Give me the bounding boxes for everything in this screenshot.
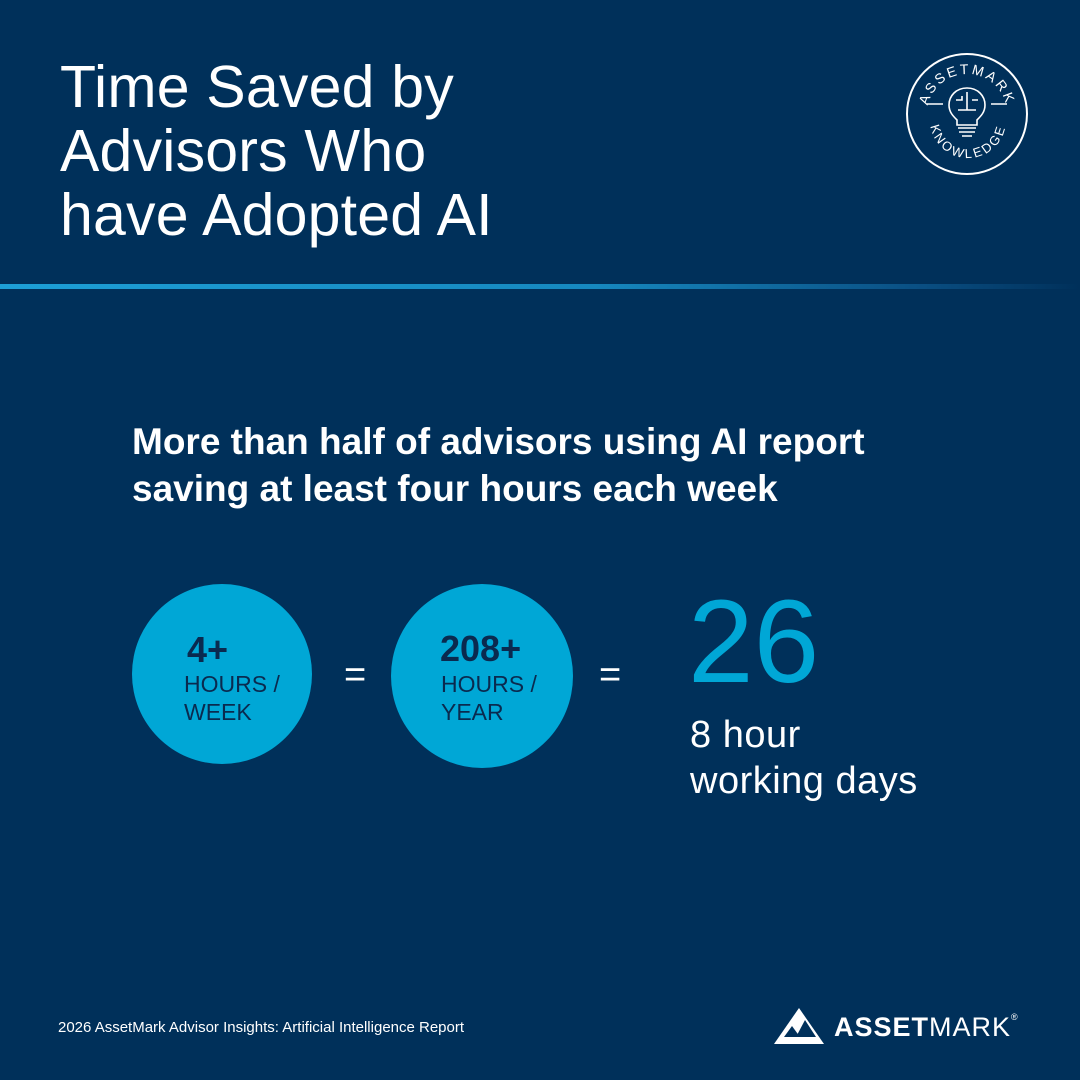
weekly-hours-unit-line-2: WEEK <box>184 699 252 725</box>
assetmark-mountain-icon <box>774 1008 824 1044</box>
assetmark-wordmark: ASSETMARK® <box>834 1012 1019 1043</box>
headline-line-2: saving at least four hours each week <box>132 468 778 509</box>
page-title: Time Saved by Advisors Who have Adopted … <box>60 55 493 247</box>
yearly-hours-unit-line-1: HOURS / <box>441 671 537 697</box>
logo-text-light: MARK <box>929 1012 1012 1042</box>
headline-line-1: More than half of advisors using AI repo… <box>132 421 865 462</box>
lightbulb-icon <box>948 87 986 137</box>
equals-sign: = <box>344 654 367 696</box>
source-footnote: 2026 AssetMark Advisor Insights: Artific… <box>58 1019 465 1036</box>
working-days-line-1: 8 hour <box>690 714 801 756</box>
registered-mark: ® <box>1011 1012 1019 1022</box>
yearly-hours-circle: 208+ HOURS / YEAR <box>391 584 573 768</box>
assetmark-logo: ASSETMARK® <box>772 1006 1032 1046</box>
logo-text-bold: ASSET <box>834 1012 930 1042</box>
headline-statement: More than half of advisors using AI repo… <box>132 418 1012 512</box>
title-line-3: have Adopted AI <box>60 182 493 248</box>
title-line-1: Time Saved by <box>60 54 454 120</box>
weekly-hours-unit-line-1: HOURS / <box>184 671 280 697</box>
working-days-value: 26 <box>688 576 820 708</box>
equals-sign: = <box>599 654 622 696</box>
working-days-label: 8 hour working days <box>690 712 918 804</box>
yearly-hours-unit-line-2: YEAR <box>441 699 504 725</box>
section-divider <box>0 284 1080 289</box>
working-days-line-2: working days <box>690 760 918 802</box>
title-line-2: Advisors Who <box>60 118 427 184</box>
assetmark-knowledge-badge: ASSETMARK KNOWLEDGE <box>906 53 1028 175</box>
yearly-hours-value: 208+ <box>440 628 522 669</box>
weekly-hours-circle: 4+ HOURS / WEEK <box>132 584 312 764</box>
weekly-hours-value: 4+ <box>187 629 229 670</box>
